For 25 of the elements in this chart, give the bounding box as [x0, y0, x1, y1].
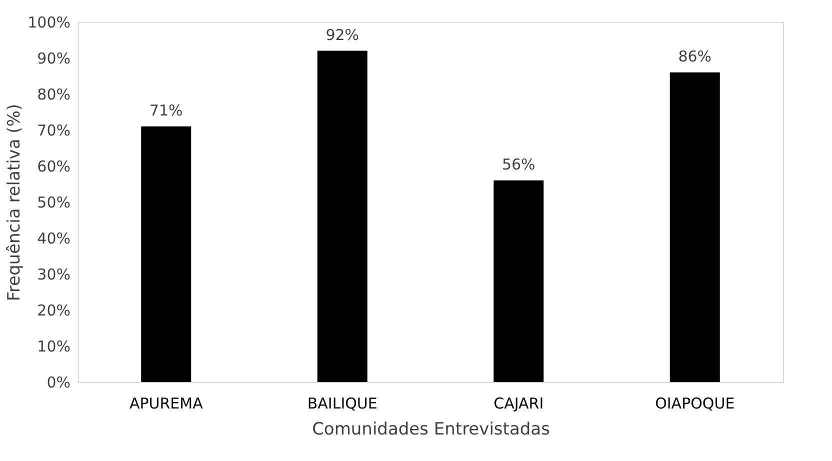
x-tick-label: CAJARI — [494, 394, 544, 412]
x-tick-label: APUREMA — [129, 394, 204, 412]
y-tick-label: 20% — [37, 302, 70, 320]
y-tick-label: 90% — [37, 50, 70, 68]
bar — [494, 180, 544, 382]
y-tick-label: 0% — [46, 374, 70, 392]
x-tick-label: BAILIQUE — [307, 394, 378, 412]
x-tick-label: OIAPOQUE — [655, 394, 735, 412]
bar — [141, 126, 192, 382]
data-label: 56% — [502, 155, 536, 174]
y-tick-label: 70% — [37, 122, 70, 140]
y-tick-label: 50% — [37, 194, 70, 212]
y-tick-label: 100% — [28, 14, 70, 32]
x-axis-title: Comunidades Entrevistadas — [312, 420, 550, 440]
bar — [317, 50, 368, 382]
y-tick-label: 40% — [37, 230, 70, 248]
y-tick-label: 30% — [37, 266, 70, 284]
bar — [670, 72, 720, 382]
y-axis-title: Frequência relativa (%) — [4, 104, 25, 302]
data-label: 92% — [326, 26, 360, 44]
y-tick-label: 80% — [37, 86, 70, 104]
y-tick-label: 10% — [37, 338, 70, 356]
y-tick-label: 60% — [37, 158, 70, 176]
data-label: 86% — [678, 47, 712, 66]
data-label: 71% — [149, 101, 183, 120]
